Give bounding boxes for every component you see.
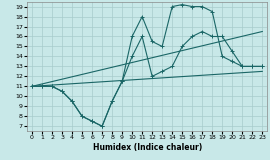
X-axis label: Humidex (Indice chaleur): Humidex (Indice chaleur) <box>93 143 202 152</box>
